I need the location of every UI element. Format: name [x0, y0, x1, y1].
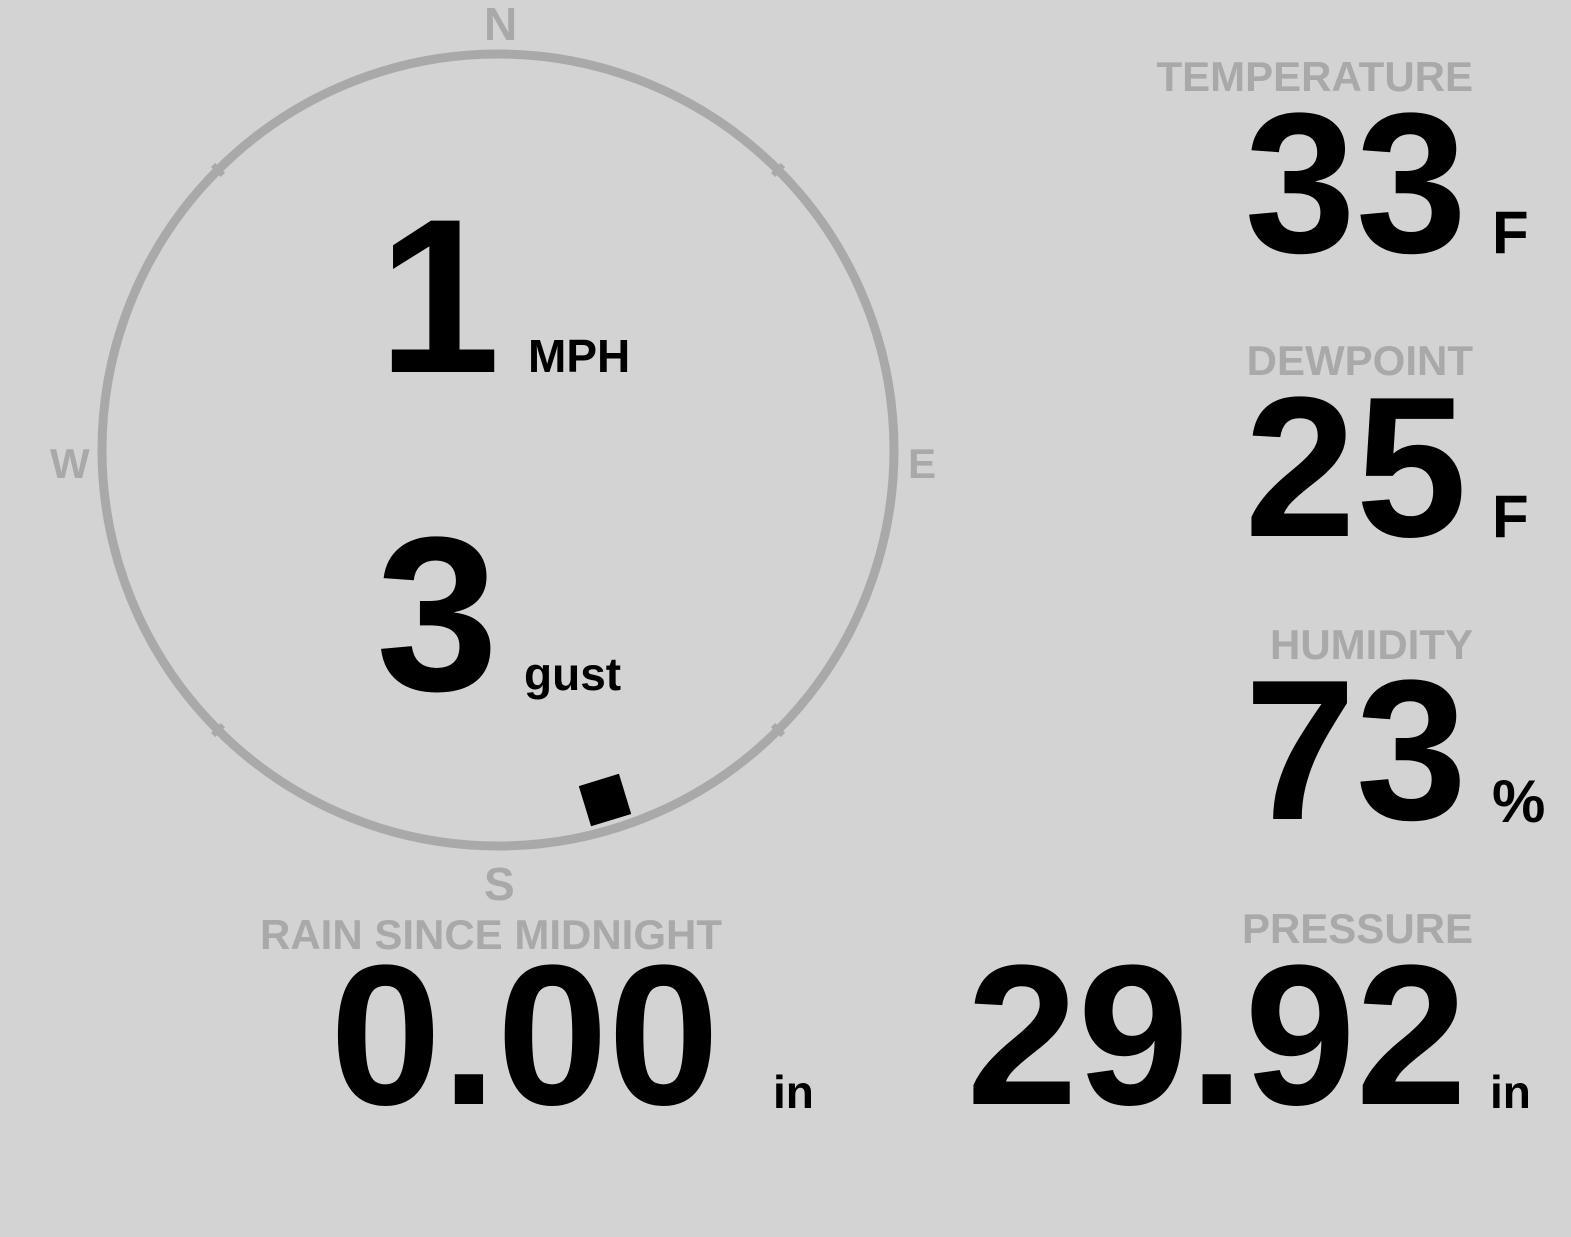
compass-north: N — [484, 0, 518, 50]
compass-tick — [210, 162, 226, 178]
wind-speed-value: 1 — [378, 173, 501, 419]
dewpoint-unit: F — [1492, 483, 1529, 550]
rain-value: 0.00 — [330, 924, 720, 1147]
wind-gust-label: gust — [524, 648, 622, 700]
rain-unit: in — [773, 1066, 814, 1118]
temperature-unit: F — [1492, 199, 1529, 266]
dewpoint-label: DEWPOINT — [1246, 337, 1473, 384]
compass-south: S — [484, 858, 515, 910]
dewpoint-value: 25 — [1244, 356, 1467, 579]
rain-label: RAIN SINCE MIDNIGHT — [260, 911, 722, 958]
compass-east: E — [908, 440, 937, 487]
pressure-unit: in — [1490, 1066, 1531, 1118]
wind-speed-unit: MPH — [528, 330, 631, 382]
wind-direction-marker — [578, 773, 632, 827]
humidity-label: HUMIDITY — [1270, 621, 1473, 668]
compass-tick — [210, 722, 226, 738]
compass-tick — [770, 162, 786, 178]
wind-gust-value: 3 — [376, 491, 499, 737]
pressure-value: 29.92 — [966, 924, 1468, 1147]
wind-compass — [97, 49, 899, 851]
temperature-value: 33 — [1244, 72, 1467, 295]
compass-ring — [97, 49, 899, 851]
pressure-label: PRESSURE — [1241, 905, 1473, 952]
humidity-unit: % — [1492, 768, 1546, 835]
temperature-label: TEMPERATURE — [1156, 53, 1473, 100]
compass-tick — [770, 722, 786, 738]
compass-west: W — [50, 440, 90, 487]
humidity-value: 73 — [1244, 639, 1467, 862]
